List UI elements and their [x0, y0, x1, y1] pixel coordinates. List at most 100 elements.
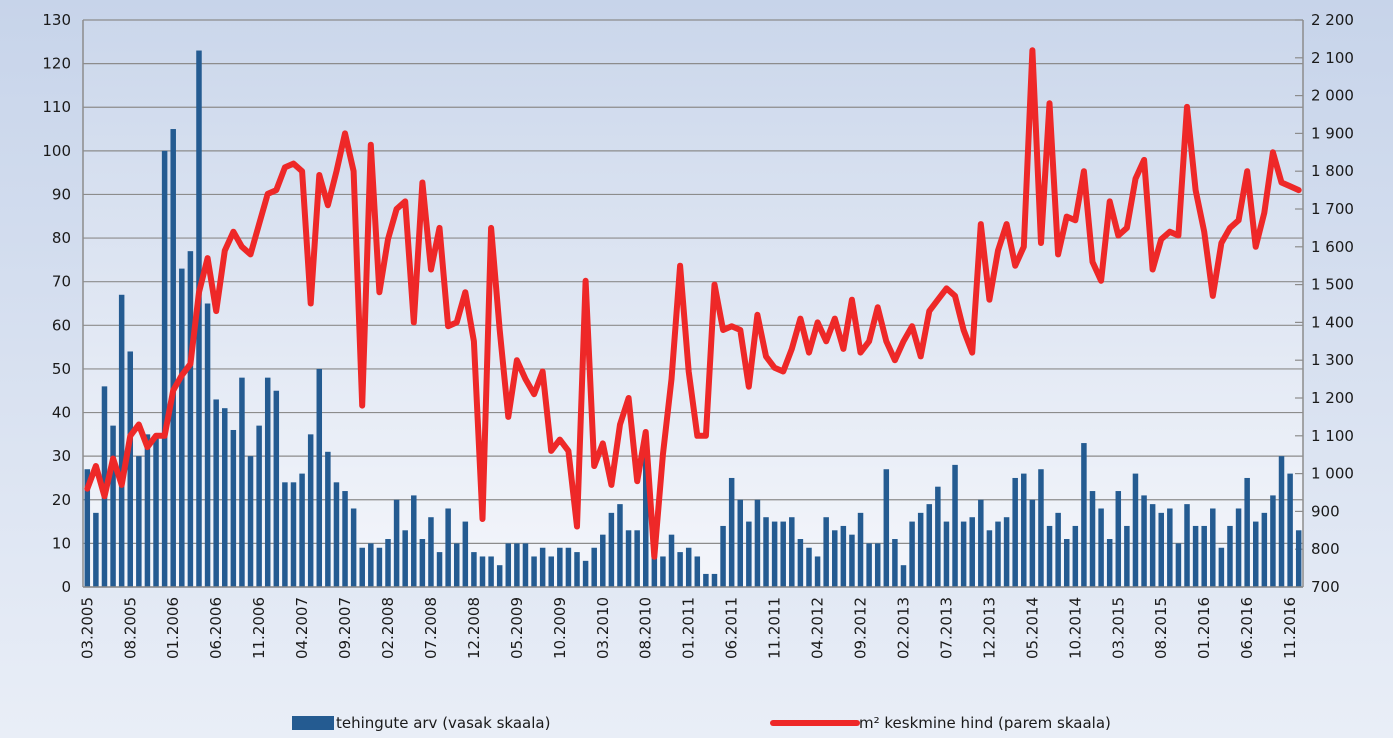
bar	[634, 530, 640, 587]
bar	[703, 573, 709, 587]
bar	[591, 547, 597, 587]
bar	[239, 377, 245, 587]
bar	[136, 456, 142, 587]
bar	[264, 377, 271, 587]
x-tick-label: 09.2007	[336, 597, 354, 659]
bar	[960, 521, 967, 587]
bar	[153, 434, 159, 587]
bar	[436, 552, 443, 587]
bar	[325, 451, 331, 587]
legend-swatch	[292, 716, 334, 730]
bar	[917, 512, 924, 587]
y2-tick-label: 1 000	[1311, 465, 1354, 483]
bar	[754, 499, 761, 587]
bar	[797, 539, 804, 587]
bar	[995, 521, 1001, 587]
x-tick-label: 12.2008	[465, 597, 483, 659]
legend-label: tehingute arv (vasak skaala)	[336, 714, 550, 732]
bar	[789, 517, 795, 587]
y-tick-label: 50	[52, 360, 71, 378]
x-tick-label: 05.2009	[508, 597, 526, 659]
bar	[93, 512, 99, 587]
bar	[222, 408, 228, 587]
bar	[316, 368, 323, 587]
y2-tick-label: 1 700	[1311, 200, 1354, 218]
x-tick-label: 05.2014	[1023, 597, 1041, 659]
x-tick-label: 03.2005	[78, 597, 96, 659]
y-tick-label: 80	[52, 229, 71, 247]
bar	[419, 539, 426, 587]
bar	[488, 556, 494, 587]
bar	[1287, 473, 1293, 587]
bar	[771, 521, 778, 587]
x-tick-label: 04.2012	[809, 597, 827, 659]
x-tick-label: 08.2005	[121, 597, 139, 659]
bar	[1278, 456, 1285, 587]
bar	[514, 543, 520, 587]
bar	[471, 552, 477, 587]
x-tick-label: 06.2006	[207, 597, 225, 659]
y-tick-label: 100	[42, 142, 71, 160]
bar	[548, 556, 554, 587]
bar	[728, 477, 735, 587]
bar	[350, 508, 357, 587]
bar	[1046, 525, 1053, 587]
x-tick-label: 11.2011	[766, 597, 784, 659]
bar	[617, 504, 623, 587]
bar	[969, 517, 975, 587]
bar	[453, 543, 460, 587]
y-tick-label: 130	[42, 11, 71, 29]
bar	[161, 150, 168, 587]
x-tick-label: 11.2016	[1281, 597, 1299, 659]
line	[84, 47, 1302, 560]
y2-tick-label: 2 200	[1311, 11, 1354, 29]
bar	[711, 573, 718, 587]
bar	[1244, 477, 1250, 587]
bar	[376, 547, 383, 587]
bar	[746, 521, 752, 587]
bar	[110, 425, 116, 587]
bar	[1167, 508, 1173, 587]
y2-tick-label: 1 800	[1311, 162, 1354, 180]
bar	[402, 530, 408, 587]
bar	[883, 469, 890, 587]
bar	[1218, 547, 1225, 587]
bar	[668, 534, 675, 587]
bar	[445, 508, 451, 587]
bar	[1295, 530, 1302, 587]
bar	[1098, 508, 1104, 587]
bar	[1227, 525, 1233, 587]
x-tick-label: 01.2016	[1195, 597, 1213, 659]
x-tick-label: 02.2013	[894, 597, 912, 659]
bar	[840, 525, 847, 587]
bar	[763, 517, 769, 587]
bar	[290, 482, 297, 587]
bar	[273, 390, 280, 587]
bar	[522, 543, 529, 587]
bar	[213, 399, 219, 587]
bar	[385, 539, 391, 587]
bar	[900, 565, 907, 587]
bar	[832, 530, 838, 587]
bar	[505, 543, 512, 587]
bar	[1055, 512, 1061, 587]
x-tick-label: 11.2006	[250, 597, 268, 659]
bar	[1192, 525, 1199, 587]
y-tick-label: 10	[52, 534, 71, 552]
bar	[1261, 512, 1268, 587]
bar	[1270, 495, 1276, 587]
bar	[1038, 469, 1044, 587]
x-tick-label: 09.2012	[852, 597, 870, 659]
y-tick-label: 60	[52, 316, 71, 334]
bar	[1003, 517, 1010, 587]
bar	[247, 456, 254, 587]
x-tick-label: 10.2009	[551, 597, 569, 659]
bar	[685, 547, 692, 587]
bar	[952, 464, 958, 587]
bar	[1184, 504, 1190, 587]
bar	[1081, 443, 1087, 587]
bar	[1072, 525, 1079, 587]
bar	[874, 543, 881, 587]
